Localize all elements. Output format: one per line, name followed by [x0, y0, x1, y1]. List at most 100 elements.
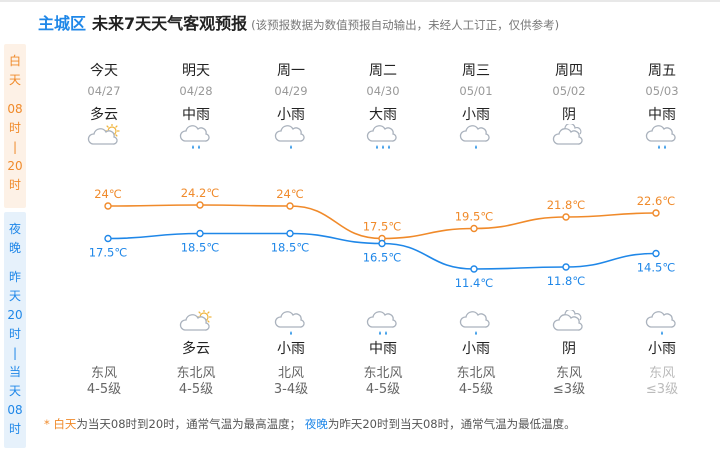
date-label: 04/29	[274, 84, 308, 98]
side-char: 晚	[8, 241, 21, 255]
side-char: 08	[7, 403, 23, 417]
low-temp-label: 18.5℃	[181, 241, 220, 255]
side-char: 天	[8, 384, 21, 398]
wind-level: 4-5级	[178, 382, 214, 397]
night-weather-text: 中雨	[369, 341, 397, 357]
light-rain-icon	[440, 124, 512, 150]
day-label[interactable]: 周四	[555, 63, 583, 79]
side-char: 天	[8, 73, 21, 87]
city-name[interactable]: 主城区	[38, 14, 87, 33]
day-weather-text: 阴	[562, 107, 576, 123]
side-char: 时	[8, 178, 21, 192]
day-weather-text: 小雨	[462, 107, 490, 123]
date-label: 05/01	[459, 84, 493, 98]
disclaimer-note: (该预报数据为数值预报自动输出，未经人工订正，仅供参考)	[251, 18, 560, 32]
high-temp-label: 19.5℃	[455, 210, 494, 224]
wind-direction: 东北风	[176, 366, 216, 381]
low-temp-point[interactable]	[652, 249, 660, 258]
wind-level: ≤3级	[645, 382, 679, 397]
heavy-rain-icon	[347, 124, 419, 150]
low-temp-label: 11.4℃	[455, 276, 494, 290]
wind-direction: 东北风	[363, 366, 403, 381]
high-temp-point[interactable]	[104, 202, 112, 210]
footer-day-desc: 为当天08时到20时，通常气温为最高温度；	[76, 417, 302, 431]
footer-night-desc: 为昨天20时到当天08时，通常气温为最低温度。	[327, 417, 576, 431]
footer-star: *	[44, 417, 50, 431]
footer-day-word: 白天	[53, 417, 77, 431]
forecast-header: 主城区 未来7天天气客观预报 (该预报数据为数值预报自动输出，未经人工订正，仅供…	[38, 10, 559, 34]
day-weather-text: 中雨	[648, 107, 676, 123]
low-temp-point[interactable]	[378, 239, 386, 248]
night-weather-text: 多云	[182, 341, 210, 357]
top-divider	[0, 0, 720, 2]
high-temp-label: 24.2℃	[181, 186, 220, 200]
side-char: 20	[7, 308, 23, 322]
high-temp-point[interactable]	[562, 213, 570, 221]
low-temp-point[interactable]	[104, 234, 112, 243]
side-char: 时	[8, 121, 21, 135]
partly-cloudy-icon	[68, 124, 140, 150]
side-char: 夜	[8, 222, 21, 236]
low-temp-point[interactable]	[562, 263, 570, 271]
high-temp-point[interactable]	[470, 224, 478, 233]
moderate-rain-icon	[160, 124, 232, 150]
day-weather-text: 小雨	[277, 107, 305, 123]
day-label[interactable]: 周二	[369, 63, 397, 79]
low-temp-point[interactable]	[286, 229, 294, 238]
wind-direction: 东风	[90, 366, 117, 381]
date-label: 04/30	[366, 84, 400, 98]
side-char: 当	[8, 365, 21, 379]
moderate-rain-icon	[626, 124, 698, 150]
low-temp-label: 11.8℃	[547, 274, 586, 288]
side-char: 时	[8, 422, 21, 436]
wind-level: ≤3级	[552, 382, 586, 397]
high-temp-label: 24℃	[94, 187, 122, 201]
wind-direction: 东风	[555, 366, 582, 381]
day-weather-text: 多云	[90, 107, 118, 123]
high-temp-point[interactable]	[286, 202, 294, 210]
high-temp-label: 21.8℃	[547, 198, 586, 212]
side-char: 昨	[8, 270, 21, 284]
wind-direction: 东风	[648, 366, 675, 381]
moderate-rain-icon	[347, 310, 419, 336]
low-temp-label: 18.5℃	[271, 241, 310, 255]
side-char: 天	[8, 289, 21, 303]
wind-level: 4-5级	[458, 382, 494, 397]
side-char: |	[12, 140, 18, 154]
light-rain-icon	[626, 310, 698, 336]
low-temp-point[interactable]	[196, 229, 204, 238]
footer-note: * 白天为当天08时到20时，通常气温为最高温度； 夜晚为昨天20时到当天08时…	[44, 416, 576, 432]
light-rain-icon	[255, 310, 327, 336]
day-label[interactable]: 明天	[182, 63, 210, 79]
day-label[interactable]: 周三	[462, 63, 490, 79]
wind-direction: 北风	[277, 366, 304, 381]
date-label: 05/02	[552, 84, 586, 98]
overcast-icon	[533, 124, 605, 150]
side-char: 20	[7, 159, 23, 173]
side-char: 时	[8, 327, 21, 341]
date-label: 05/03	[645, 84, 679, 98]
page-title: 未来7天天气客观预报	[92, 14, 248, 33]
high-temp-label: 24℃	[276, 187, 304, 201]
wind-level: 3-4级	[273, 382, 309, 397]
side-char: 08	[7, 102, 23, 116]
light-rain-icon	[255, 124, 327, 150]
day-label[interactable]: 周一	[277, 63, 305, 79]
partly-cloudy-icon	[160, 310, 232, 336]
low-temp-point[interactable]	[470, 265, 478, 273]
high-temp-point[interactable]	[196, 201, 204, 209]
day-weather-text: 中雨	[182, 107, 210, 123]
daytime-side-label: 白天 08 时 | 20 时	[4, 44, 26, 208]
night-side-label: 夜晚昨天 20 时 | 当天 08 时	[4, 212, 26, 448]
side-char: |	[12, 346, 18, 360]
date-label: 04/28	[179, 84, 213, 98]
night-weather-text: 阴	[562, 341, 576, 357]
day-label[interactable]: 周五	[648, 63, 676, 79]
low-temp-label: 16.5℃	[363, 251, 402, 265]
light-rain-icon	[440, 310, 512, 336]
high-temp-point[interactable]	[652, 209, 660, 217]
day-label[interactable]: 今天	[90, 63, 118, 79]
high-temp-label: 17.5℃	[363, 220, 402, 234]
night-weather-text: 小雨	[277, 341, 305, 357]
